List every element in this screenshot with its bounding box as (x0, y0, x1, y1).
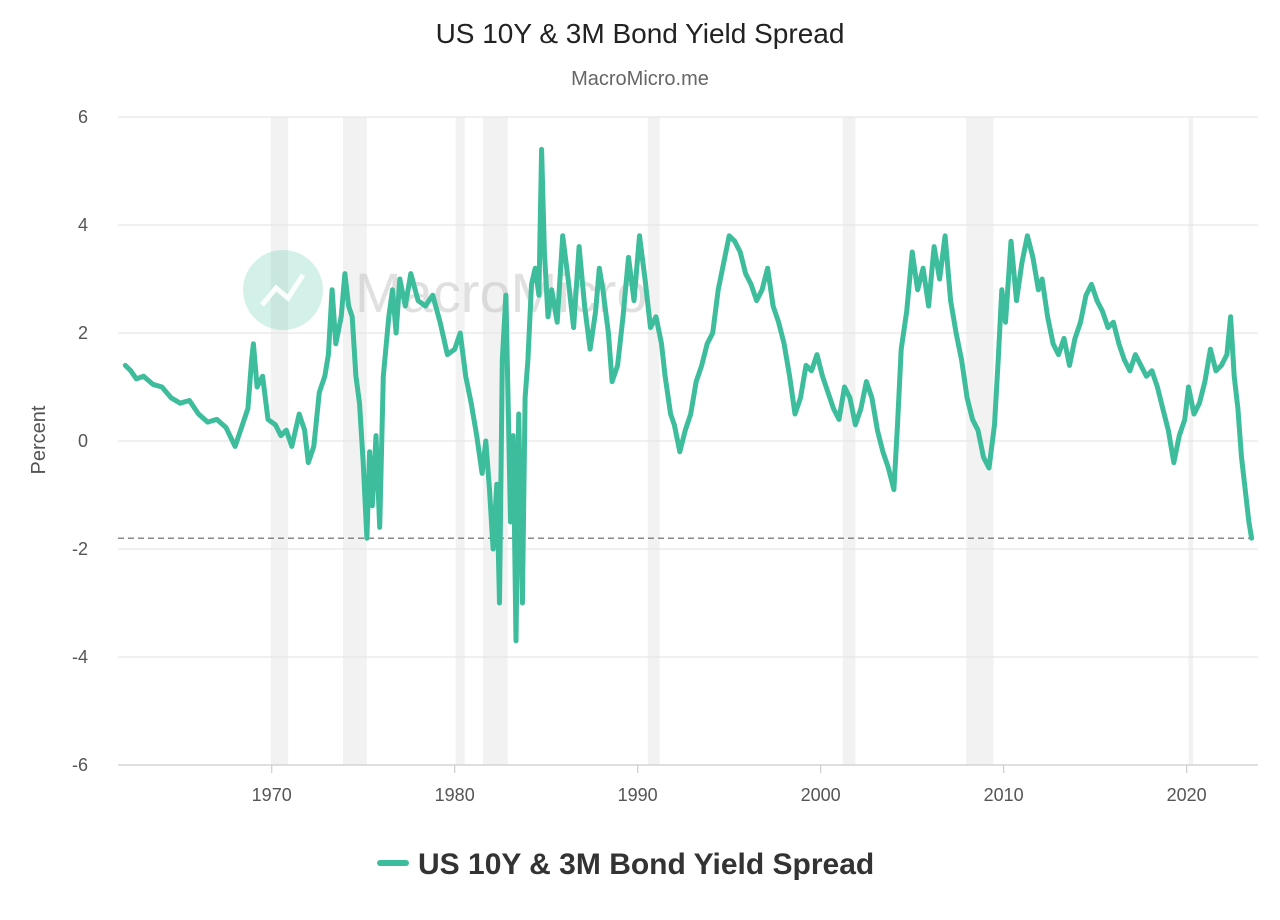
y-tick-label: 0 (78, 431, 88, 451)
legend-label[interactable]: US 10Y & 3M Bond Yield Spread (418, 848, 874, 881)
x-tick-label: 1980 (435, 785, 475, 805)
x-tick-label: 2000 (801, 785, 841, 805)
x-tick-label: 2010 (984, 785, 1024, 805)
data-points (123, 147, 1254, 643)
y-tick-label: -2 (72, 539, 88, 559)
x-tick-label: 1990 (618, 785, 658, 805)
y-axis: 6 4 2 0 -2 -4 -6 (72, 107, 88, 775)
y-axis-label: Percent (28, 405, 50, 474)
y-tick-label: 2 (78, 323, 88, 343)
series-line-spread (122, 146, 1255, 644)
y-tick-label: 6 (78, 107, 88, 127)
x-tick-label: 2020 (1167, 785, 1207, 805)
x-tick-label: 1970 (252, 785, 292, 805)
legend[interactable]: US 10Y & 3M Bond Yield Spread (377, 848, 874, 881)
y-tick-label: -4 (72, 647, 88, 667)
watermark-logo-mark (260, 273, 306, 307)
y-tick-label: -6 (72, 755, 88, 775)
watermark-logo-icon (243, 250, 323, 330)
grid-lines (118, 116, 1258, 766)
y-tick-label: 4 (78, 215, 88, 235)
x-axis: 1970 1980 1990 2000 2010 2020 (252, 765, 1207, 805)
chart-subtitle: MacroMicro.me (571, 68, 709, 90)
chart-title: US 10Y & 3M Bond Yield Spread (436, 18, 845, 49)
